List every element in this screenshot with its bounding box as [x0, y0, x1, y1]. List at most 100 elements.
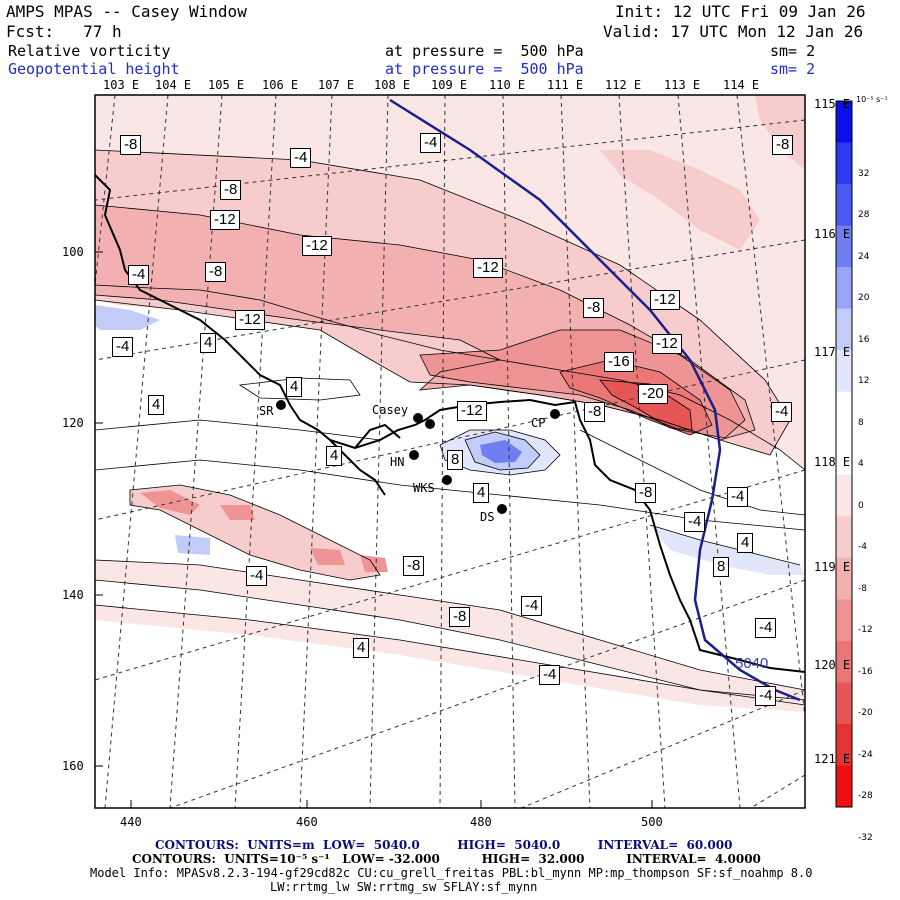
lon-label: 107 E [318, 78, 355, 92]
colorbar-swatch [836, 765, 852, 808]
height-contour-5040 [389, 98, 801, 702]
field2-level: at pressure = 500 hPa [385, 60, 584, 78]
contour-label: -12 [473, 258, 503, 278]
contour-label: -4 [290, 148, 312, 168]
colorbar-label: -28 [858, 791, 873, 802]
station-marker [442, 475, 452, 485]
lon-label: 116 E [814, 227, 851, 241]
colorbar-swatch [836, 350, 852, 393]
contour-label: -12 [302, 236, 332, 256]
lon-label: 110 E [489, 78, 526, 92]
lon-label: 117 E [814, 345, 851, 359]
colorbar-label: 8 [858, 417, 864, 428]
lon-label: 118 E [814, 455, 851, 469]
station-marker [550, 409, 560, 419]
field1-smoothing: sm= 2 [770, 42, 816, 60]
contour-label: -4 [755, 618, 777, 638]
contour-label: -4 [771, 402, 793, 422]
colorbar-swatch [836, 142, 852, 185]
contour-label: -8 [584, 402, 606, 422]
lon-label: 103 E [103, 78, 140, 92]
station-markers [276, 400, 560, 514]
colorbar-label: 20 [858, 293, 870, 304]
field1-level: at pressure = 500 hPa [385, 42, 584, 60]
height-contour-label: 5040 [735, 655, 769, 672]
contour-label: -16 [604, 352, 634, 372]
contour-label: -20 [638, 384, 668, 404]
station-label: WKS [413, 481, 435, 495]
station-label: Casey [372, 403, 409, 417]
contour-label: -8 [403, 556, 425, 576]
contour-label: -4 [727, 487, 749, 507]
contour-label: -4 [539, 665, 561, 685]
colorbar-label: 4 [858, 459, 864, 470]
lon-label: 120 E [814, 658, 851, 672]
station-marker [276, 400, 286, 410]
valid-time: Valid: 17 UTC Mon 12 Jan 26 [603, 22, 864, 41]
colorbar-label: 24 [858, 251, 870, 262]
colorbar-label: -8 [858, 583, 867, 594]
colorbar-label: 16 [858, 334, 870, 345]
colorbar-swatch [836, 225, 852, 268]
contour-label: -4 [246, 566, 268, 586]
x-tick-label: 480 [470, 815, 492, 829]
contour-label: -8 [772, 135, 794, 155]
contour-label: -8 [583, 298, 605, 318]
contour-label: 4 [737, 533, 754, 553]
contour-label: -8 [449, 607, 471, 627]
colorbar-swatch [836, 599, 852, 642]
y-tick-label: 120 [62, 416, 84, 430]
x-tick-label: 500 [641, 815, 663, 829]
contour-label: -4 [420, 133, 442, 153]
x-tick-label: 460 [296, 815, 318, 829]
lon-label: 113 E [664, 78, 701, 92]
colorbar-swatch [836, 474, 852, 517]
contour-label: -4 [112, 337, 134, 357]
station-label: HN [390, 455, 405, 469]
lon-label: 109 E [431, 78, 468, 92]
colorbar-frame [835, 100, 853, 808]
station-marker [409, 450, 419, 460]
contour-label: 4 [286, 377, 303, 397]
lon-label: 115 E [814, 97, 851, 111]
colorbar-swatch [836, 391, 852, 434]
colorbar-swatch [836, 433, 852, 476]
contour-label: 4 [326, 446, 343, 466]
colorbar-label: -20 [858, 708, 873, 719]
colorbar-label: -16 [858, 666, 873, 677]
contour-label: -12 [650, 290, 680, 310]
colorbar-swatch [836, 640, 852, 683]
field1-name: Relative vorticity [8, 42, 171, 60]
axis-ticks [95, 251, 653, 808]
colorbar-label: 32 [858, 168, 870, 179]
colorbar-label: 28 [858, 210, 870, 221]
colorbar-swatch [836, 723, 852, 766]
forecast-hour: Fcst: 77 h [6, 22, 122, 41]
lon-label: 106 E [262, 78, 299, 92]
station-label: SR [259, 404, 274, 418]
lon-label: 119 E [814, 560, 851, 574]
contour-label: -12 [210, 210, 240, 230]
lon-label: 111 E [547, 78, 584, 92]
colorbar-label: -32 [858, 833, 873, 843]
station-marker [413, 413, 423, 423]
field2-name: Geopotential height [8, 60, 180, 78]
contour-label: 8 [713, 557, 730, 577]
contour-label: -8 [205, 262, 227, 282]
contour-label: -12 [652, 334, 682, 354]
contour-label: -12 [235, 310, 265, 330]
colorbar-label: 12 [858, 376, 870, 387]
lon-label: 121 E [814, 752, 851, 766]
contour-label: 4 [148, 395, 165, 415]
contour-label: -4 [684, 512, 706, 532]
station-marker [425, 419, 435, 429]
footer-model-info-2: LW:rrtmg_lw SW:rrtmg_sw SFLAY:sf_mynn [270, 880, 538, 894]
lon-label: 104 E [155, 78, 192, 92]
colorbar-swatch [836, 308, 852, 351]
station-label: CP [531, 416, 546, 430]
lon-label: 108 E [374, 78, 411, 92]
chart-title: AMPS MPAS -- Casey Window [6, 2, 247, 21]
field2-smoothing: sm= 2 [770, 60, 816, 78]
colorbar-swatch [836, 184, 852, 227]
contour-label: -8 [635, 483, 657, 503]
